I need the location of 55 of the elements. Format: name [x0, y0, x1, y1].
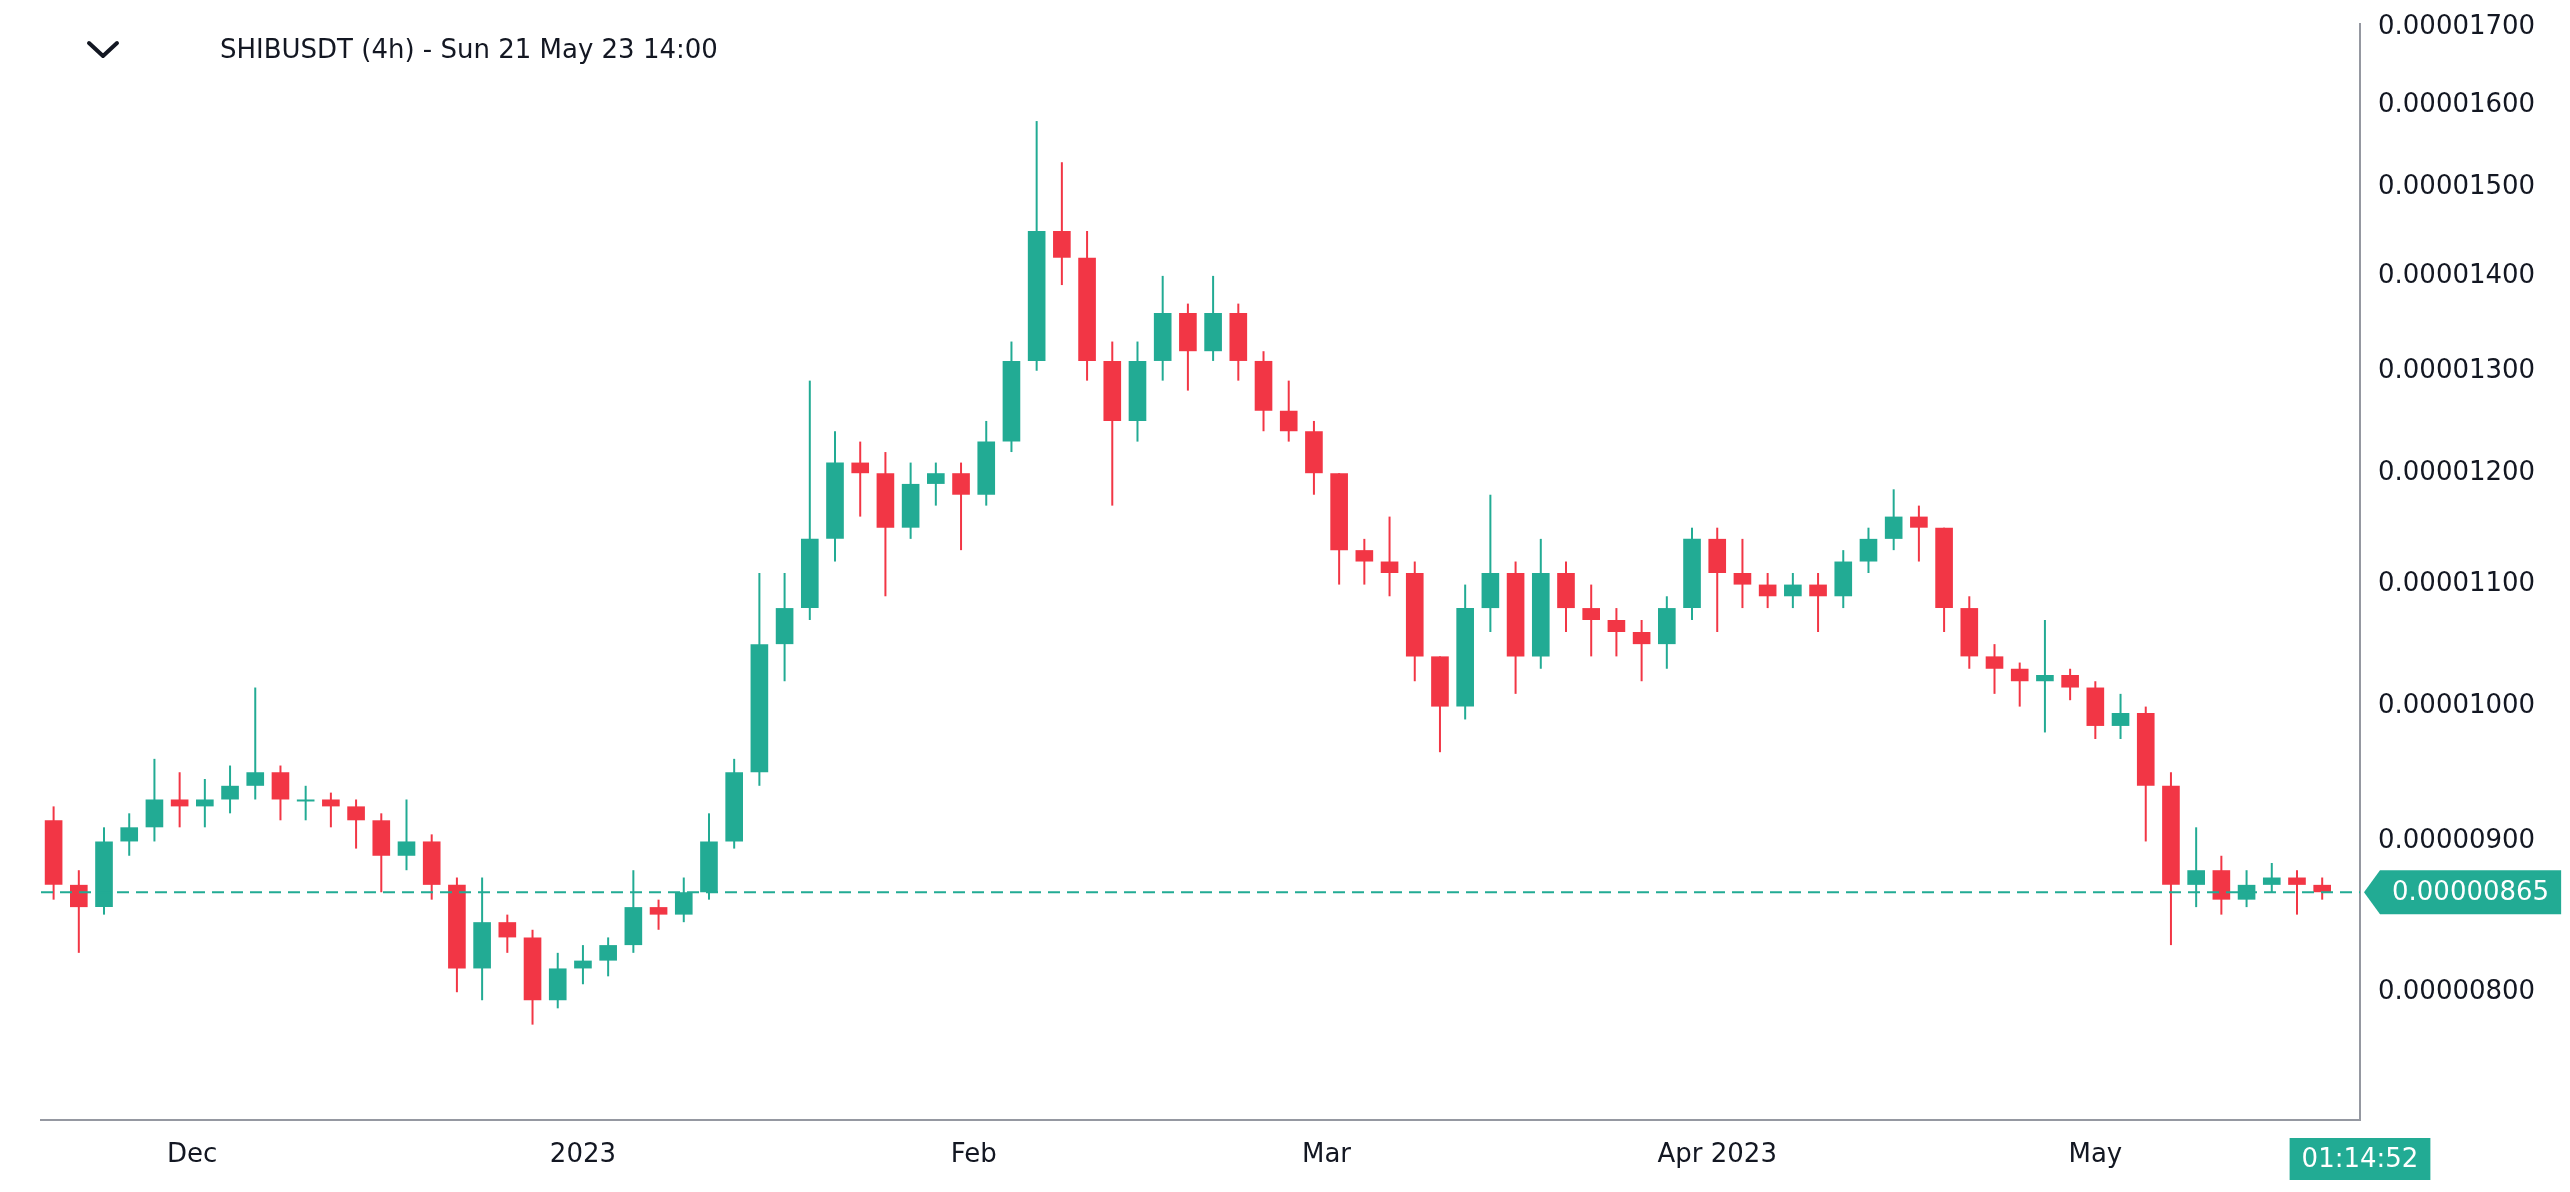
candlestick — [2111, 692, 2130, 740]
x-tick-label: Mar — [1302, 1138, 1352, 1169]
candlestick — [927, 461, 945, 507]
candlestick — [1582, 583, 1601, 658]
y-tick-label: 0.00001700 — [2378, 10, 2536, 41]
y-tick-label: 0.00001300 — [2378, 353, 2536, 384]
candlestick — [574, 944, 592, 986]
candlestick — [1279, 379, 1298, 443]
candlestick — [1733, 537, 1752, 610]
y-tick-label: 0.00000800 — [2378, 974, 2536, 1005]
candlestick — [498, 913, 517, 954]
x-tick-label: Dec — [167, 1138, 218, 1169]
x-tick-label: May — [2068, 1138, 2123, 1169]
candlestick — [649, 898, 668, 931]
candlestick — [2010, 661, 2029, 708]
y-tick-label: 0.00001100 — [2378, 567, 2536, 598]
x-tick-label: 2023 — [549, 1138, 617, 1169]
y-tick-label: 0.00001200 — [2378, 455, 2536, 486]
candlestick — [1784, 572, 1802, 610]
candlestick — [221, 764, 239, 815]
y-tick-label: 0.00001600 — [2378, 87, 2536, 118]
candlestick — [296, 784, 315, 822]
y-tick-label: 0.00001400 — [2378, 258, 2536, 289]
candlestick — [1884, 488, 1903, 552]
candlestick — [952, 461, 970, 552]
candlestick — [397, 798, 416, 872]
candlestick — [1809, 572, 1827, 633]
candlestick — [1910, 504, 1928, 563]
candlestick — [851, 440, 870, 518]
y-tick-label: 0.00000900 — [2378, 824, 2536, 855]
candlestick — [599, 936, 617, 978]
candlestick — [2061, 667, 2079, 702]
candlestick — [1607, 607, 1626, 658]
candlestick — [69, 869, 88, 954]
candlestick — [347, 798, 365, 850]
candlestick — [1859, 526, 1878, 574]
x-tick-label: Feb — [950, 1138, 997, 1169]
candlestick — [1632, 618, 1651, 683]
candlestick — [196, 778, 214, 829]
candlestick — [2288, 869, 2306, 916]
candlestick — [322, 791, 340, 829]
candlestick — [1380, 515, 1399, 598]
x-tick-label: Apr 2023 — [1657, 1138, 1777, 1169]
text: 01:14:52 — [2301, 1142, 2419, 1173]
ref-line-label: 0.00000865 — [2392, 875, 2550, 906]
candlestick — [246, 686, 265, 801]
y-tick-label: 0.00001500 — [2378, 170, 2536, 201]
candlestick — [120, 812, 139, 857]
candlestick — [1758, 572, 1777, 610]
candlestick — [2036, 618, 2054, 734]
candlestick — [1985, 643, 2004, 695]
candlestick — [1355, 537, 1374, 586]
y-tick-label: 0.00001000 — [2378, 689, 2536, 720]
candlestick — [170, 771, 189, 829]
chart-title: SHIBUSDT (4h) - Sun 21 May 23 14:00 — [220, 34, 718, 64]
